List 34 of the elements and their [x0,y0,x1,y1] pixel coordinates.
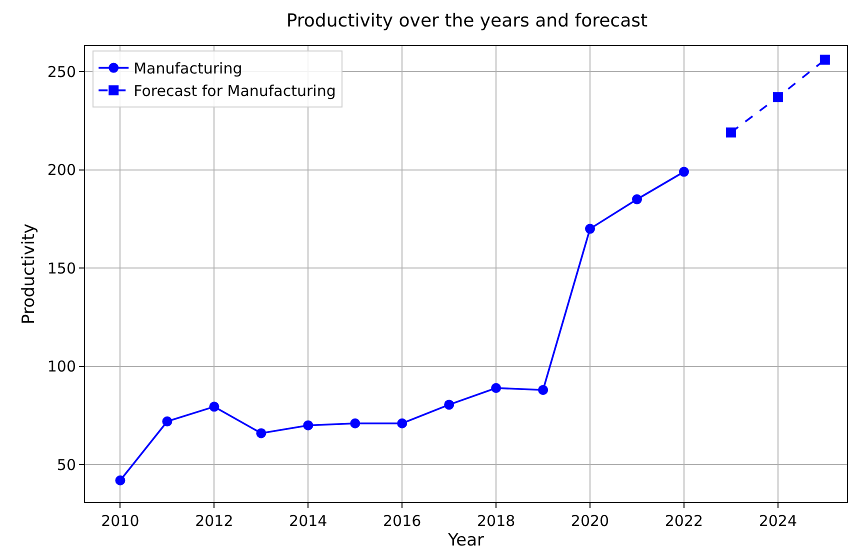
x-tick-label: 2010 [101,512,140,530]
x-tick-label: 2012 [195,512,234,530]
x-tick-label: 2014 [289,512,328,530]
point [538,384,548,395]
x-tick-label: 2020 [570,512,610,530]
y-tick-label: 100 [47,358,76,376]
point [162,416,172,426]
point [444,400,454,410]
y-axis-title: Productivity [18,224,39,324]
point [491,383,502,393]
point [303,420,314,430]
point [397,418,408,428]
point [350,418,360,428]
legend-label: Forecast for Manufacturing [134,82,336,100]
x-tick-label: 2022 [664,512,704,530]
x-tick-label: 2016 [383,512,422,530]
y-tick-label: 250 [47,62,76,81]
legend-label: Manufacturing [134,60,242,78]
point [772,92,783,102]
point [256,428,266,438]
x-tick-label: 2018 [476,512,516,530]
point [632,194,642,204]
point [678,166,689,177]
x-axis-title: Year [447,530,484,550]
point [209,402,220,412]
y-tick-label: 200 [47,161,76,180]
point [115,475,126,486]
y-tick-label: 150 [47,259,76,278]
x-tick-label: 2024 [758,512,798,530]
chart-title: Productivity over the years and forecast [286,10,648,32]
point [820,54,830,65]
point [585,224,596,234]
y-tick-label: 50 [56,456,76,474]
point [726,127,736,138]
